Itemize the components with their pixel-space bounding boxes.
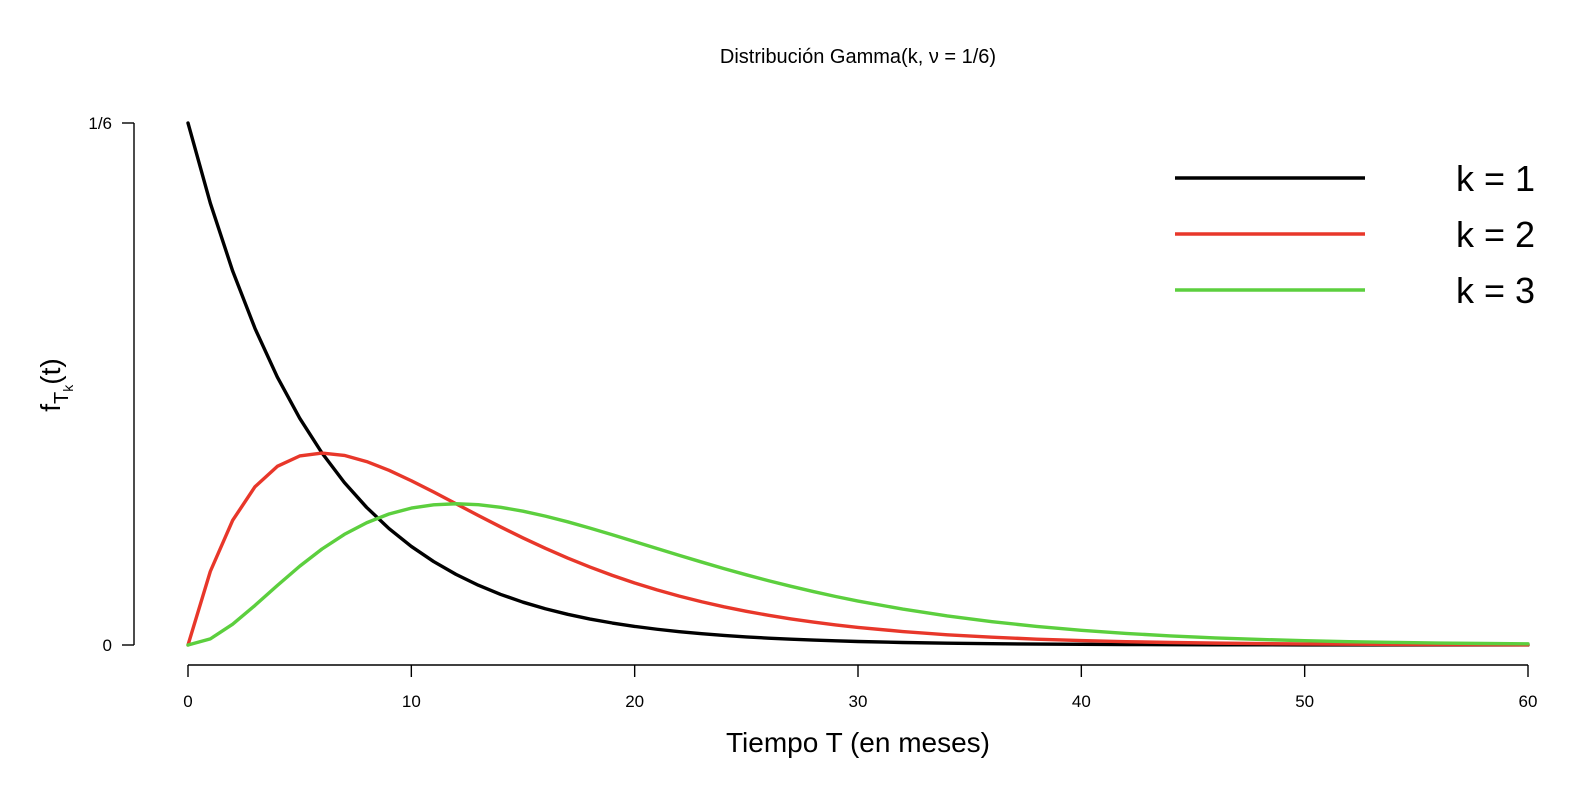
x-axis-label: Tiempo T (en meses) — [726, 727, 990, 758]
series-line-k1 — [186, 121, 1530, 647]
legend-label-k1: k = 1 — [1456, 158, 1535, 199]
x-tick-label: 10 — [402, 692, 421, 711]
y-axis-label-subsub: k — [60, 384, 76, 392]
x-axis: 0 10 20 30 40 50 60 — [183, 664, 1538, 711]
series-group — [186, 121, 1530, 647]
y-axis-label: fTk(t) — [35, 358, 76, 411]
x-tick-label: 20 — [625, 692, 644, 711]
x-tick-label: 40 — [1072, 692, 1091, 711]
y-axis-label-base: f — [35, 404, 66, 412]
x-tick-label: 50 — [1295, 692, 1314, 711]
x-tick-label: 30 — [849, 692, 868, 711]
y-tick-label: 0 — [103, 636, 112, 655]
y-axis-label-sub: T — [51, 392, 73, 404]
chart-title: Distribución Gamma(k, ν = 1/6) — [720, 46, 996, 68]
series-line-k3 — [186, 502, 1530, 647]
y-axis: 0 1/6 — [88, 114, 135, 655]
x-tick-label: 60 — [1519, 692, 1538, 711]
legend-label-k2: k = 2 — [1456, 214, 1535, 255]
x-tick-label: 0 — [183, 692, 192, 711]
y-tick-label: 1/6 — [88, 114, 112, 133]
legend: k = 1 k = 2 k = 3 — [1175, 158, 1535, 311]
y-axis-label-tail: (t) — [35, 358, 66, 384]
series-line-k2 — [186, 451, 1530, 647]
legend-label-k3: k = 3 — [1456, 270, 1535, 311]
